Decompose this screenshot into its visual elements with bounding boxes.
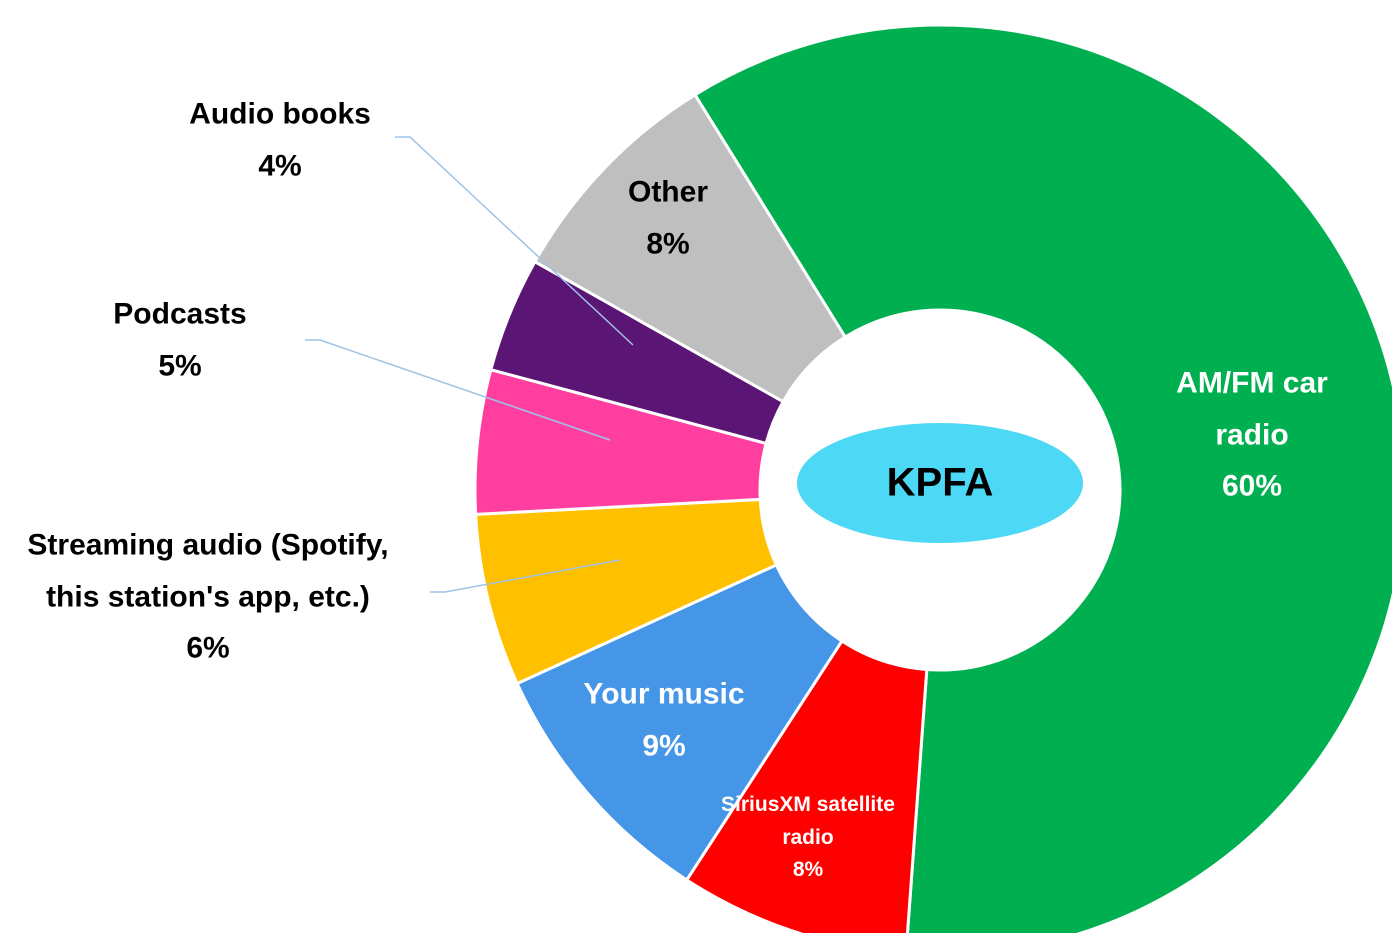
value-label: 4% <box>258 149 302 182</box>
leader-line <box>395 136 634 346</box>
data-label: Audio books 4% <box>160 88 400 191</box>
category-label: Podcasts <box>113 297 247 331</box>
value-label: 5% <box>158 349 202 382</box>
data-label: Your music 9% <box>549 668 779 771</box>
leader-line <box>305 339 611 441</box>
category-label: Audio books <box>189 97 371 131</box>
donut-segment <box>692 23 1392 933</box>
data-label: SiriusXM satellite radio 8% <box>713 789 903 887</box>
value-label: 8% <box>646 227 690 260</box>
value-label: 8% <box>792 858 824 882</box>
center-ellipse <box>797 423 1083 543</box>
value-label: 60% <box>1221 469 1283 503</box>
donut-segment <box>532 92 848 404</box>
data-label: Podcasts 5% <box>70 288 290 391</box>
data-label: AM/FM car radio 60% <box>1157 358 1347 513</box>
data-label: Streaming audio (Spotify, this station's… <box>8 520 408 675</box>
category-label: Your music <box>583 677 745 711</box>
leader-line <box>430 559 621 593</box>
data-label: Other 8% <box>588 166 748 269</box>
category-label: AM/FM car radio <box>1176 366 1328 452</box>
category-label: Other <box>627 175 708 209</box>
value-label: 9% <box>642 729 686 762</box>
center-label: KPFA <box>887 461 994 505</box>
category-label: Streaming audio (Spotify, this station's… <box>27 528 389 614</box>
donut-segment <box>684 638 929 933</box>
donut-segment <box>515 562 845 883</box>
category-label: SiriusXM satellite radio <box>721 793 895 849</box>
value-label: 6% <box>186 631 230 665</box>
